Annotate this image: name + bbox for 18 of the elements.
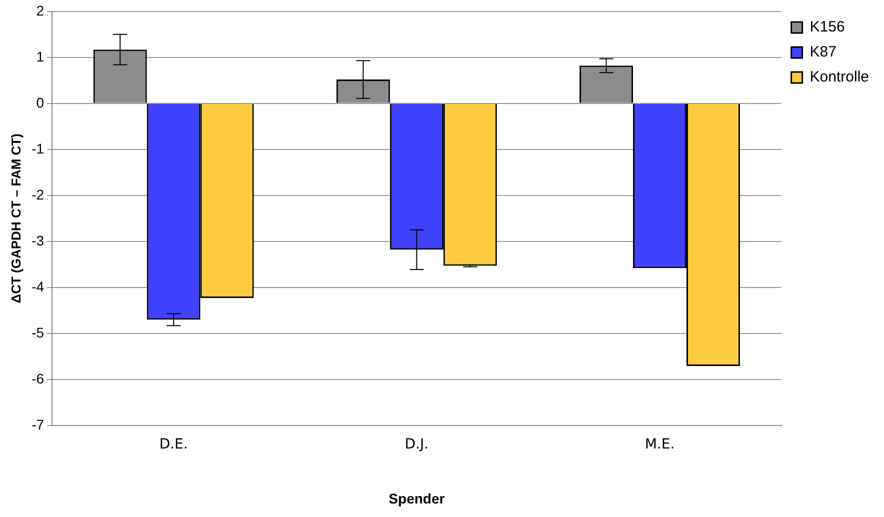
x-tick-label: M.E.: [644, 436, 675, 452]
x-tick-label: D.J.: [404, 436, 429, 452]
legend-label: K156: [810, 18, 845, 36]
y-tick-label: -3: [32, 232, 44, 248]
y-tick-label: -2: [32, 186, 44, 202]
y-tick-label: 2: [36, 2, 44, 18]
y-tick-label: -6: [32, 370, 44, 386]
y-tick-label: -7: [32, 416, 44, 432]
y-tick-label: 1: [36, 48, 44, 64]
x-axis-title: Spender: [388, 490, 446, 506]
y-tick-label: -4: [32, 278, 44, 294]
x-tick-label: D.E.: [159, 436, 188, 452]
y-axis-title: ΔCT (GAPDH CT – FAM CT): [8, 134, 24, 304]
y-tick-label: -1: [32, 140, 44, 156]
legend-label: Kontrolle: [810, 68, 869, 86]
y-tick-label: 0: [36, 94, 44, 110]
legend-label: K87: [810, 44, 836, 61]
y-tick-label: -5: [32, 324, 44, 340]
